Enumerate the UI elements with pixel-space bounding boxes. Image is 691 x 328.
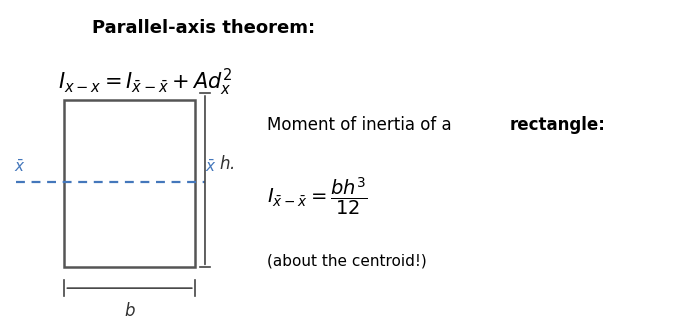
Text: $\bar{x}$: $\bar{x}$ bbox=[14, 159, 26, 175]
Text: $b$: $b$ bbox=[124, 302, 135, 320]
Text: Parallel-axis theorem:: Parallel-axis theorem: bbox=[92, 19, 315, 37]
Text: rectangle:: rectangle: bbox=[510, 116, 605, 134]
Bar bbox=[64, 99, 195, 267]
Text: $I_{\bar{x}-\bar{x}} = \dfrac{bh^3}{12}$: $I_{\bar{x}-\bar{x}} = \dfrac{bh^3}{12}$ bbox=[267, 175, 367, 217]
Text: $\bar{x}$: $\bar{x}$ bbox=[205, 159, 216, 175]
Text: $I_{x-x} = I_{\bar{x}-\bar{x}} + Ad_x^2$: $I_{x-x} = I_{\bar{x}-\bar{x}} + Ad_x^2$ bbox=[57, 67, 231, 98]
Text: (about the centroid!): (about the centroid!) bbox=[267, 253, 426, 268]
Text: $h$.: $h$. bbox=[218, 155, 234, 173]
Text: Moment of inertia of a: Moment of inertia of a bbox=[267, 116, 457, 134]
